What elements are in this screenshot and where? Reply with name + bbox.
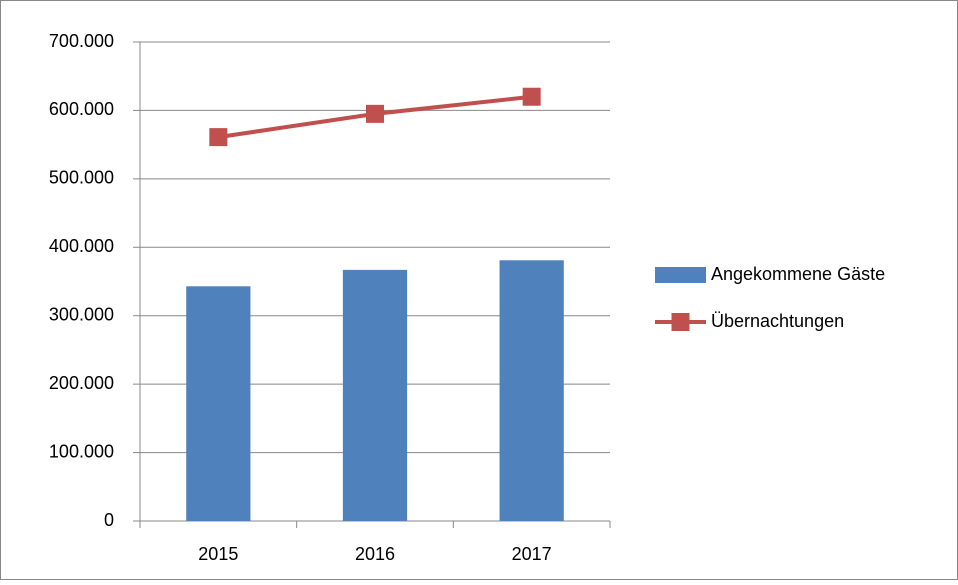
- bar: [342, 269, 408, 521]
- x-tick-label: 2017: [512, 544, 552, 564]
- y-tick-label: 200.000: [49, 373, 114, 393]
- y-tick-label: 700.000: [49, 31, 114, 51]
- legend-label: Angekommene Gäste: [711, 264, 885, 284]
- legend-marker: [671, 313, 690, 331]
- marker: [366, 104, 384, 123]
- x-tick-label: 2015: [198, 544, 238, 564]
- y-tick-label: 300.000: [49, 304, 114, 324]
- y-tick-label: 100.000: [49, 441, 114, 461]
- y-tick-label: 400.000: [49, 236, 114, 256]
- y-tick-label: 600.000: [49, 99, 114, 119]
- y-tick-label: 500.000: [49, 168, 114, 188]
- marker: [209, 128, 228, 147]
- legend-label: Übernachtungen: [711, 311, 844, 331]
- bar: [499, 260, 564, 521]
- y-tick-label: 0: [104, 510, 114, 530]
- marker: [522, 87, 541, 106]
- bar: [186, 286, 251, 521]
- legend-swatch: [655, 267, 706, 283]
- x-tick-label: 2016: [355, 544, 395, 564]
